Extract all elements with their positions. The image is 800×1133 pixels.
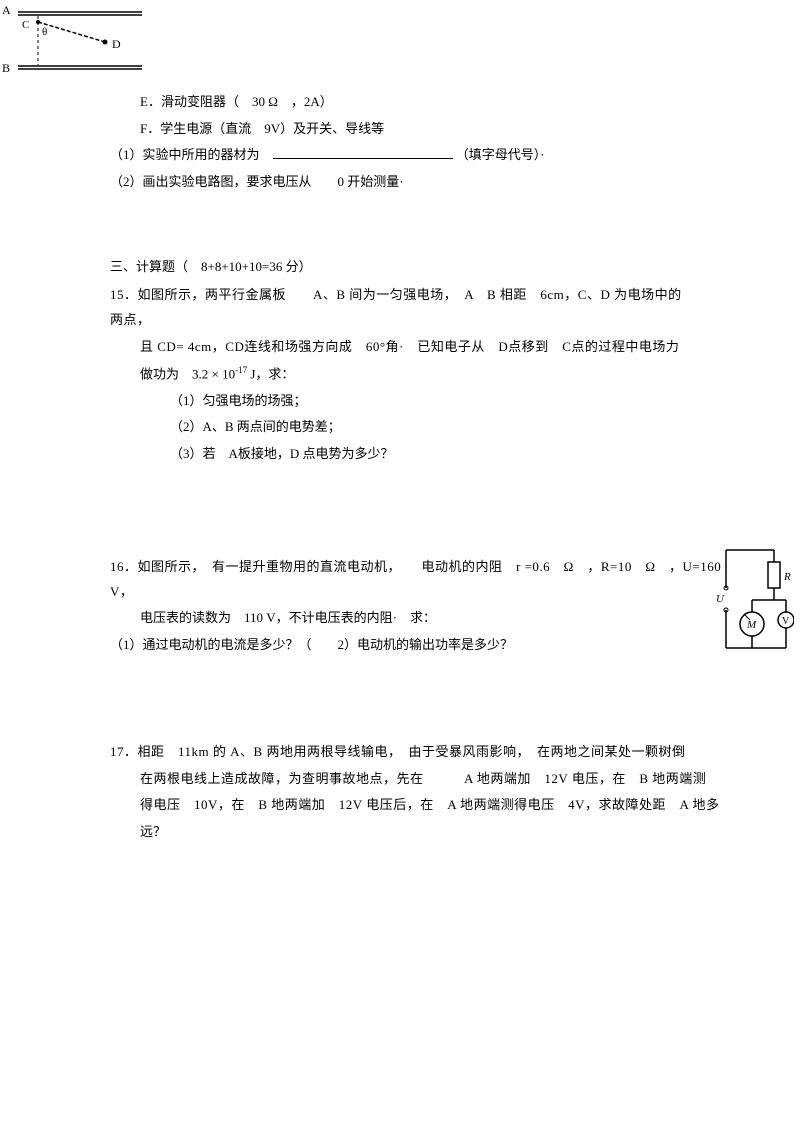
q16-circuit-diagram: R M V U [714, 540, 794, 660]
q15-line2: 且 CD= 4cm，CD连线和场强方向成 60°角· 已知电子从 D点移到 C点… [110, 335, 690, 360]
label-d: D [112, 37, 121, 51]
sub-q2: （2）画出实验电路图，要求电压从 0 开始测量· [110, 170, 690, 195]
label-a: A [2, 3, 11, 17]
section-3-title: 三、计算题（ 8+8+10+10=36 分） [110, 255, 690, 280]
content-block: E．滑动变阻器（ 30 Ω ，2A） F．学生电源（直流 9V）及开关、导线等 … [110, 90, 690, 469]
q15-diagram: A B C D θ [0, 0, 150, 85]
q17-line3: 得电压 10V，在 B 地两端加 12V 电压后，在 A 地两端测得电压 4V，… [110, 793, 740, 818]
q15-s1: （1）匀强电场的场强； [110, 389, 690, 414]
circuit-label-m: M [746, 619, 757, 631]
label-theta: θ [42, 26, 47, 38]
label-b: B [2, 61, 10, 75]
q16-line3: （1）通过电动机的电流是多少？（ 2）电动机的输出功率是多少？ [110, 633, 740, 658]
sub-q1-after: （填字母代号）· [456, 147, 545, 162]
item-e: E．滑动变阻器（ 30 Ω ，2A） [110, 90, 690, 115]
q17-block: 17．相距 11km 的 A、B 两地用两根导线输电， 由于受暴风雨影响， 在两… [110, 740, 740, 847]
label-c: C [22, 19, 29, 31]
q16-block: 16．如图所示， 有一提升重物用的直流电动机， 电动机的内阻 r =0.6 Ω … [110, 555, 740, 660]
item-f: F．学生电源（直流 9V）及开关、导线等 [110, 117, 690, 142]
sub-q1-text: （1）实验中所用的器材为 [110, 147, 273, 162]
q17-line1: 17．相距 11km 的 A、B 两地用两根导线输电， 由于受暴风雨影响， 在两… [110, 740, 740, 765]
q15-s2: （2）A、B 两点间的电势差； [110, 415, 690, 440]
circuit-label-u: U [716, 593, 725, 605]
circuit-label-r: R [783, 571, 791, 583]
q16-line1: 16．如图所示， 有一提升重物用的直流电动机， 电动机的内阻 r =0.6 Ω … [110, 555, 740, 604]
sub-q1: （1）实验中所用的器材为 （填字母代号）· [110, 143, 690, 168]
q17-line2: 在两根电线上造成故障，为查明事故地点，先在 A 地两端加 12V 电压，在 B … [110, 767, 740, 792]
q17-line4: 远？ [110, 820, 740, 845]
blank-line [273, 146, 453, 159]
q16-line2: 电压表的读数为 110 V，不计电压表的内阻· 求： [110, 606, 740, 631]
circuit-label-v: V [782, 616, 790, 627]
q15-line3: 做功为 3.2 × 10-17 J，求： [110, 362, 690, 387]
q15-line1: 15．如图所示，两平行金属板 A、B 间为一匀强电场， A B 相距 6cm，C… [110, 283, 690, 332]
q15-s3: （3）若 A板接地，D 点电势为多少？ [110, 442, 690, 467]
